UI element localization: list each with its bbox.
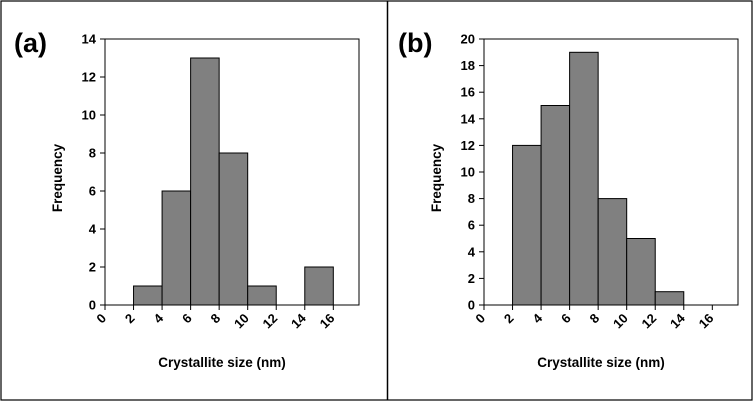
y-tick-label: 10 [82, 108, 96, 123]
y-tick-label: 4 [89, 222, 97, 237]
histogram-bar [247, 285, 277, 306]
histogram-bar [304, 266, 334, 306]
histogram-bar [569, 51, 599, 306]
histogram-bar [161, 190, 192, 306]
y-tick-label: 14 [82, 32, 97, 47]
y-axis-title: Frequency [50, 143, 65, 212]
panel-label: (b) [398, 28, 432, 58]
histogram-bar [218, 152, 249, 306]
histogram-bar [626, 238, 656, 306]
y-tick-label: 6 [468, 218, 475, 233]
y-tick-label: 16 [461, 85, 475, 100]
y-axis-title: Frequency [429, 143, 444, 212]
y-tick-label: 8 [89, 146, 96, 161]
histogram-bar [133, 285, 163, 306]
y-tick-label: 8 [468, 191, 475, 206]
y-tick-label: 10 [461, 165, 475, 180]
y-tick-label: 0 [89, 298, 96, 313]
x-axis-title: Crystallite size (nm) [158, 355, 286, 370]
y-tick-label: 4 [468, 244, 476, 259]
histogram-bar [512, 144, 542, 306]
y-tick-label: 12 [461, 138, 475, 153]
x-axis-title: Crystallite size (nm) [537, 355, 665, 370]
histogram-bar [597, 198, 628, 306]
y-tick-label: 12 [82, 70, 96, 85]
y-tick-label: 14 [461, 111, 476, 126]
histogram-bar [654, 291, 685, 306]
histogram-bar [190, 57, 220, 306]
y-tick-label: 6 [89, 184, 96, 199]
y-tick-label: 2 [89, 260, 96, 275]
y-tick-label: 2 [468, 271, 475, 286]
y-tick-label: 20 [461, 32, 475, 47]
y-tick-label: 0 [468, 298, 475, 313]
y-tick-label: 18 [461, 58, 475, 73]
histogram-bar [540, 105, 571, 306]
panel-label: (a) [14, 28, 47, 58]
